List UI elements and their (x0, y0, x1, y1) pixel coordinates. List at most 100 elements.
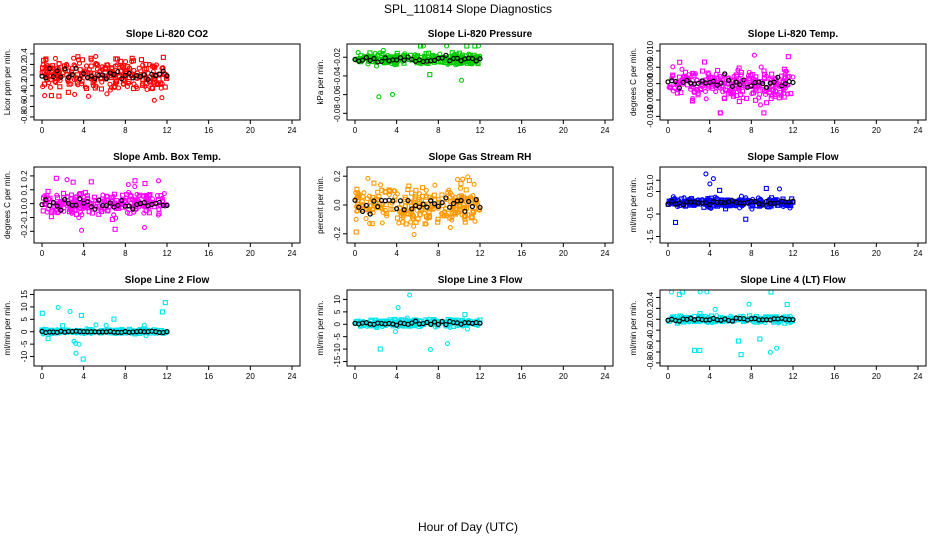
panel-title: Slope Line 4 (LT) Flow (740, 275, 846, 286)
data-point (363, 216, 369, 222)
reference-point (100, 72, 106, 78)
data-point (69, 210, 75, 216)
data-point (78, 312, 84, 319)
reference-point (58, 207, 64, 213)
data-point (142, 181, 148, 187)
data-point (93, 203, 99, 210)
y-tick-label: 0.0 (20, 69, 29, 81)
x-tick-label: 4 (81, 126, 86, 135)
data-point (416, 199, 422, 205)
data-point (753, 74, 759, 80)
data-point (452, 55, 458, 62)
data-point (439, 210, 445, 217)
data-point (764, 100, 770, 106)
data-point (744, 95, 750, 101)
data-point (104, 197, 111, 203)
data-point (141, 225, 147, 231)
data-point (41, 81, 47, 87)
data-point (705, 85, 711, 91)
data-point (703, 171, 709, 177)
x-tick-label: 16 (204, 372, 213, 381)
x-tick-label: 12 (163, 249, 172, 258)
y-tick-label: -5 (333, 333, 342, 341)
data-point (358, 53, 364, 59)
x-tick-label: 20 (559, 249, 568, 258)
reference-point (356, 204, 362, 210)
reference-point (443, 321, 449, 328)
panel-title: Slope Li-820 Pressure (428, 29, 533, 40)
reference-point (424, 319, 430, 325)
data-point (161, 191, 167, 197)
y-tick-label: -0.2 (646, 323, 655, 337)
data-point (699, 198, 705, 204)
reference-point (401, 207, 407, 213)
data-point (152, 64, 158, 70)
data-point (737, 91, 743, 98)
data-point (444, 341, 451, 347)
data-point (140, 62, 146, 68)
data-point (689, 98, 695, 104)
data-point (57, 84, 63, 90)
data-point (702, 88, 708, 95)
data-point (378, 182, 384, 188)
data-point (392, 329, 398, 335)
y-tick-label: 0.2 (333, 170, 342, 182)
panel-7: Slope Line 2 Flow ml/min per min. 0 4 8 12 16 2… (3, 275, 301, 381)
data-point (710, 176, 716, 182)
data-point (156, 207, 162, 213)
reference-point (409, 56, 415, 62)
data-point (78, 191, 84, 197)
y-tick-label: -5 (20, 340, 29, 348)
x-tick-label: 0 (40, 126, 45, 135)
data-point (53, 175, 59, 181)
data-point (783, 68, 789, 74)
data-point (159, 309, 165, 315)
panel-title: Slope Li-820 CO2 (126, 29, 209, 40)
x-tick-label: 20 (872, 249, 881, 258)
data-point (431, 192, 437, 198)
data-point (88, 179, 94, 185)
data-point (788, 91, 794, 97)
data-point (411, 223, 417, 229)
data-point (731, 73, 737, 80)
plot-frame (346, 289, 614, 367)
data-point (456, 204, 462, 210)
data-point (471, 181, 477, 187)
reference-point (62, 196, 68, 203)
reference-point (397, 55, 404, 61)
reference-point (92, 75, 98, 82)
reference-point (439, 200, 445, 206)
data-point (70, 179, 76, 185)
reference-point (718, 80, 724, 86)
data-point (435, 219, 441, 225)
data-point (127, 210, 133, 216)
y-tick-label: 0.0 (20, 198, 29, 210)
data-point (781, 94, 787, 100)
series-points (39, 300, 170, 362)
data-point (768, 289, 774, 295)
x-tick-label: 8 (436, 372, 441, 381)
data-point (678, 90, 684, 96)
data-point (85, 93, 92, 99)
data-point (784, 301, 790, 308)
reference-point (447, 58, 453, 64)
series-points (665, 52, 796, 116)
reference-point (46, 65, 53, 72)
reference-point (473, 197, 479, 203)
reference-point (88, 204, 94, 210)
reference-point (431, 319, 438, 325)
data-point (136, 65, 142, 71)
reference-point (707, 202, 713, 208)
reference-point (447, 204, 453, 210)
data-point (98, 86, 104, 92)
data-point (93, 322, 99, 328)
reference-point (156, 71, 163, 77)
reference-point (65, 200, 72, 206)
reference-point (443, 52, 449, 58)
data-point (736, 79, 742, 85)
data-point (56, 93, 62, 99)
data-point (160, 65, 166, 71)
y-tick-label: 10 (20, 302, 29, 311)
data-point (432, 324, 438, 330)
data-point (104, 91, 110, 97)
